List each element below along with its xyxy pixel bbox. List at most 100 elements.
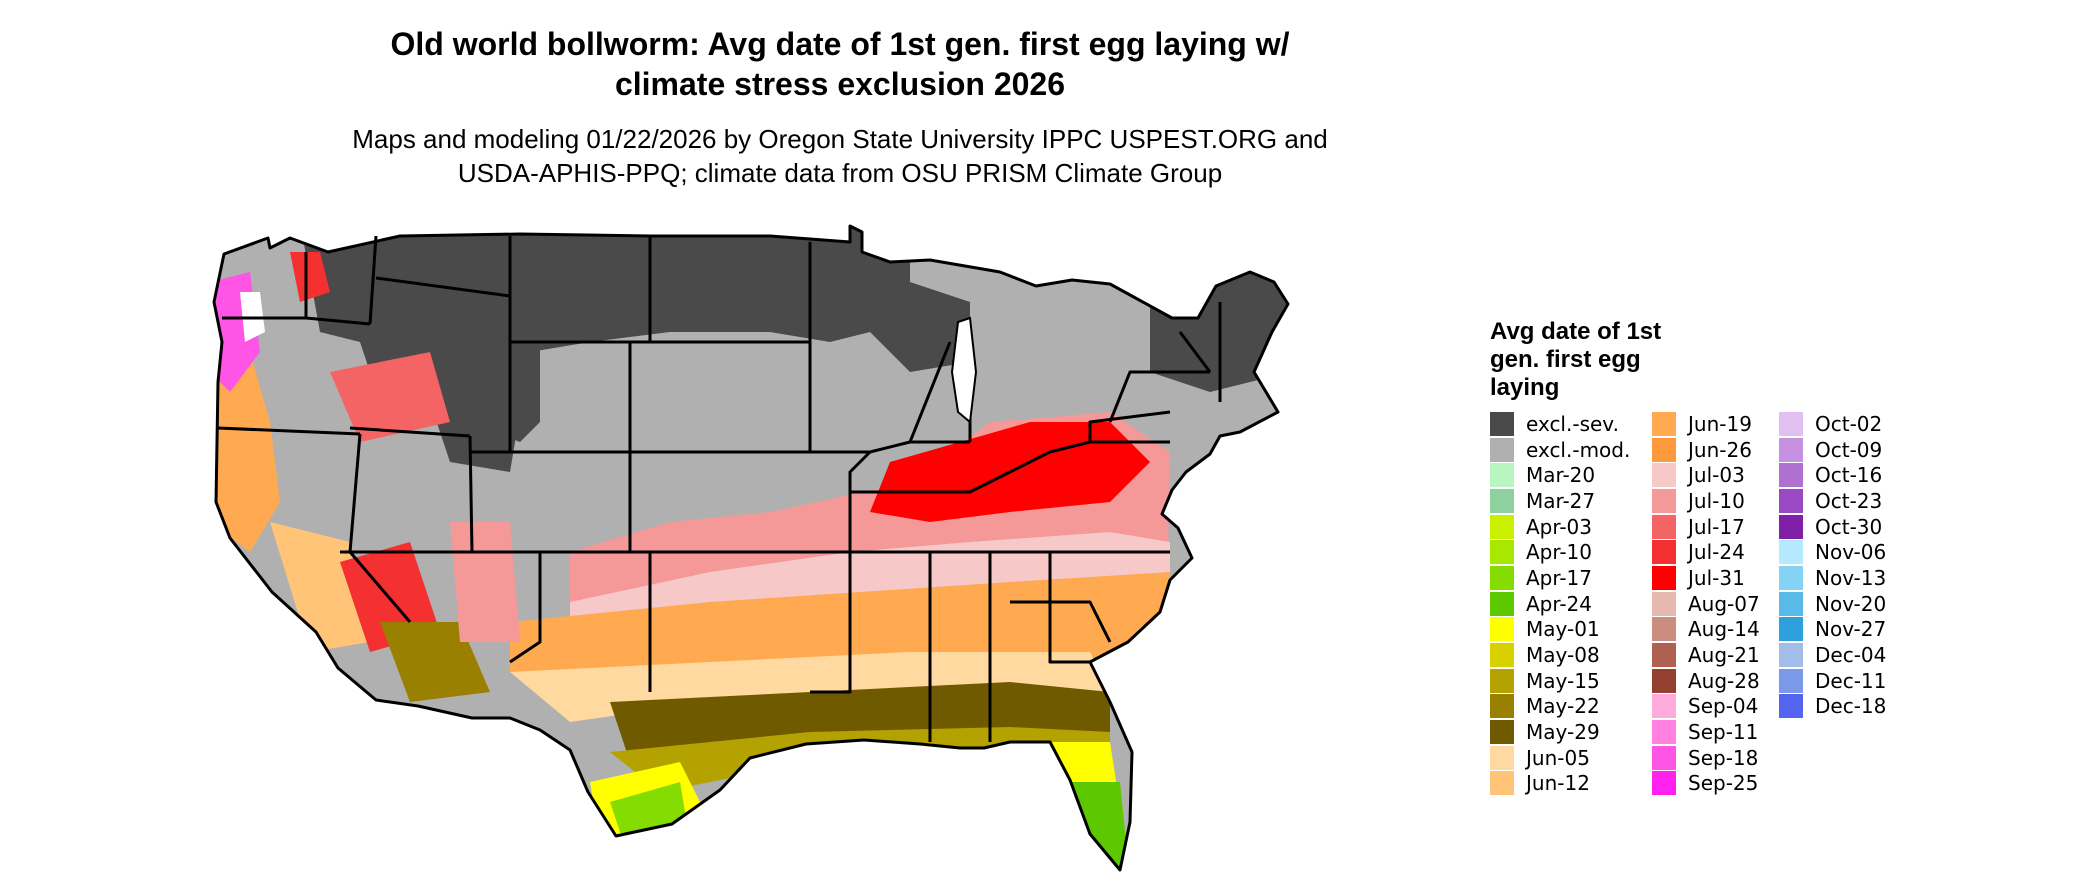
- legend-label: May-01: [1526, 617, 1600, 642]
- legend-label: Sep-11: [1688, 720, 1759, 745]
- legend-swatch: [1490, 488, 1514, 513]
- legend-title: Avg date of 1st gen. first egg laying: [1490, 318, 1662, 401]
- legend-item: Nov-13: [1779, 565, 1886, 591]
- legend-item: Dec-04: [1779, 642, 1886, 668]
- us-map: [212, 224, 1290, 872]
- legend-item: May-29: [1490, 719, 1630, 745]
- legend-swatch: [1652, 411, 1676, 436]
- legend-item: Apr-10: [1490, 539, 1630, 565]
- legend-item: Mar-20: [1490, 462, 1630, 488]
- legend-swatch: [1779, 411, 1803, 436]
- legend-label: Dec-18: [1815, 694, 1887, 719]
- legend-label: excl.-sev.: [1526, 411, 1619, 436]
- legend-swatch: [1652, 514, 1676, 539]
- legend-label: Nov-06: [1815, 540, 1887, 565]
- legend-swatch: [1652, 463, 1676, 488]
- legend-swatch: [1490, 617, 1514, 642]
- legend-item: Dec-11: [1779, 668, 1886, 694]
- legend-item: Apr-17: [1490, 565, 1630, 591]
- legend-label: Jun-26: [1688, 437, 1752, 462]
- legend-column-3: Oct-02 Oct-09 Oct-16 Oct-23 Oct-30 Nov-06 Nov-…: [1779, 411, 1886, 719]
- legend-label: Sep-18: [1688, 745, 1759, 770]
- legend-item: Jul-03: [1652, 462, 1760, 488]
- legend-swatch: [1490, 771, 1514, 796]
- legend-item: Oct-09: [1779, 437, 1886, 463]
- legend-swatch: [1652, 643, 1676, 668]
- legend-label: Jul-24: [1688, 540, 1745, 565]
- legend-swatch: [1779, 643, 1803, 668]
- legend-item: Sep-25: [1652, 771, 1760, 797]
- legend-item: Aug-14: [1652, 617, 1760, 643]
- legend-item: Jun-19: [1652, 411, 1760, 437]
- legend-swatch: [1490, 565, 1514, 590]
- legend-item: Sep-04: [1652, 694, 1760, 720]
- legend-label: May-22: [1526, 694, 1600, 719]
- legend-item: Jun-26: [1652, 437, 1760, 463]
- legend-item: Aug-21: [1652, 642, 1760, 668]
- legend-swatch: [1652, 720, 1676, 745]
- legend-item: Oct-02: [1779, 411, 1886, 437]
- legend-item: Jul-17: [1652, 514, 1760, 540]
- legend-item: Oct-23: [1779, 488, 1886, 514]
- legend-label: Jul-17: [1688, 514, 1745, 539]
- legend-label: May-08: [1526, 643, 1600, 668]
- map-title: Old world bollworm: Avg date of 1st gen.…: [390, 26, 1290, 102]
- legend-label: Oct-09: [1815, 437, 1883, 462]
- legend-swatch: [1652, 540, 1676, 565]
- legend-label: Apr-03: [1526, 514, 1592, 539]
- legend-item: Mar-27: [1490, 488, 1630, 514]
- legend-label: Sep-25: [1688, 771, 1759, 796]
- legend-swatch: [1779, 514, 1803, 539]
- legend-label: Oct-16: [1815, 463, 1883, 488]
- legend-item: May-08: [1490, 642, 1630, 668]
- legend-column-1: excl.-sev. excl.-mod. Mar-20 Mar-27 Apr-03 Ap…: [1490, 411, 1630, 796]
- legend-swatch: [1490, 745, 1514, 770]
- map-subtitle: Maps and modeling 01/22/2026 by Oregon S…: [352, 124, 1328, 188]
- legend-swatch: [1652, 591, 1676, 616]
- legend-label: Mar-27: [1526, 488, 1596, 513]
- legend-item: Jun-12: [1490, 771, 1630, 797]
- legend-swatch: [1779, 565, 1803, 590]
- legend-item: Jul-24: [1652, 539, 1760, 565]
- legend-swatch: [1490, 411, 1514, 436]
- legend-swatch: [1779, 694, 1803, 719]
- legend-label: Sep-04: [1688, 694, 1759, 719]
- legend-swatch: [1490, 591, 1514, 616]
- legend-label: Jul-31: [1688, 565, 1745, 590]
- legend-label: Jun-19: [1688, 411, 1752, 436]
- legend-item: Aug-07: [1652, 591, 1760, 617]
- legend-label: Mar-20: [1526, 463, 1596, 488]
- legend-label: Nov-27: [1815, 617, 1887, 642]
- legend-item: Nov-20: [1779, 591, 1886, 617]
- legend-swatch: [1652, 771, 1676, 796]
- legend-swatch: [1652, 488, 1676, 513]
- legend-swatch: [1652, 668, 1676, 693]
- legend-swatch: [1490, 668, 1514, 693]
- legend-label: Oct-30: [1815, 514, 1883, 539]
- legend-item: Jun-05: [1490, 745, 1630, 771]
- legend-swatch: [1652, 745, 1676, 770]
- legend-swatch: [1490, 643, 1514, 668]
- legend-label: Nov-20: [1815, 591, 1887, 616]
- legend-item: Sep-18: [1652, 745, 1760, 771]
- legend-item: Nov-06: [1779, 539, 1886, 565]
- legend-item: Apr-03: [1490, 514, 1630, 540]
- legend-item: Aug-28: [1652, 668, 1760, 694]
- legend-swatch: [1652, 565, 1676, 590]
- legend-swatch: [1779, 591, 1803, 616]
- legend-swatch: [1779, 540, 1803, 565]
- legend-item: May-15: [1490, 668, 1630, 694]
- legend-label: Jun-05: [1526, 745, 1590, 770]
- legend-item: Dec-18: [1779, 694, 1886, 720]
- legend-label: Dec-04: [1815, 643, 1887, 668]
- legend-label: May-29: [1526, 720, 1600, 745]
- legend-label: Apr-24: [1526, 591, 1592, 616]
- legend-item: Jul-31: [1652, 565, 1760, 591]
- legend-label: May-15: [1526, 668, 1600, 693]
- legend-label: Jul-10: [1688, 488, 1745, 513]
- legend-swatch: [1779, 437, 1803, 462]
- legend-swatch: [1779, 668, 1803, 693]
- legend-item: May-01: [1490, 617, 1630, 643]
- legend-swatch: [1490, 694, 1514, 719]
- legend-label: Aug-28: [1688, 668, 1760, 693]
